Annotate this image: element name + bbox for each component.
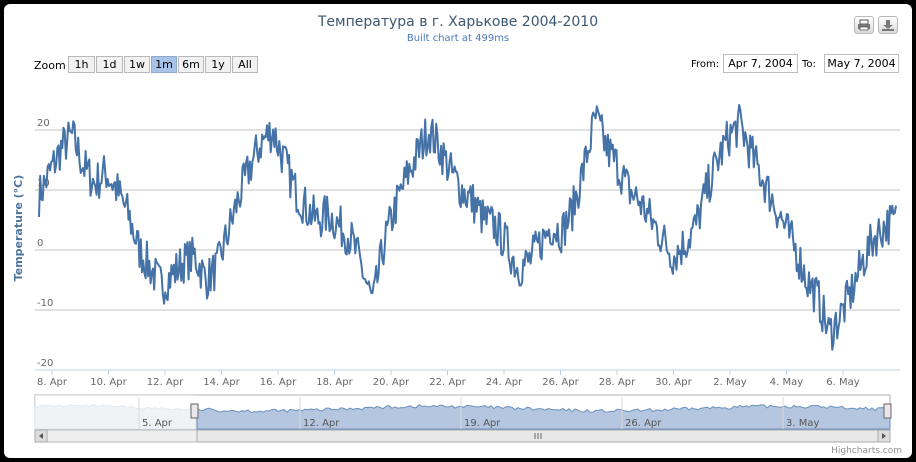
navigator[interactable]: 5. Apr 12. Apr 19. Apr 26. Apr 3. May — [34, 394, 892, 430]
download-icon — [882, 20, 894, 31]
x-tick-label: 6. May — [826, 377, 859, 388]
navigator-selected-area — [196, 404, 891, 430]
x-tick-label: 24. Apr — [486, 377, 523, 388]
navigator-tick-label: 12. Apr — [303, 418, 340, 429]
x-tick-label: 16. Apr — [260, 377, 297, 388]
chart-subtitle: Built chart at 499ms — [406, 33, 510, 44]
x-tick-label: 14. Apr — [203, 377, 240, 388]
print-button[interactable] — [854, 16, 874, 34]
navigator-x-ticks: 5. Apr 12. Apr 19. Apr 26. Apr 3. May — [138, 397, 819, 429]
navigator-tick-label: 3. May — [786, 418, 819, 429]
y-tick-label: 0 — [37, 238, 43, 249]
zoom-1h-button[interactable]: 1h — [68, 56, 95, 73]
range-to-label: To: — [802, 59, 816, 70]
zoom-1d-button[interactable]: 1d — [96, 56, 123, 73]
x-tick-label: 26. Apr — [542, 377, 579, 388]
range-from-input[interactable]: Apr 7, 2004 — [723, 54, 798, 73]
x-tick-label: 30. Apr — [655, 377, 692, 388]
zoom-1y-button[interactable]: 1y — [205, 56, 231, 73]
navigator-handle-left[interactable] — [190, 403, 199, 419]
credits-link[interactable]: Highcharts.com — [831, 446, 902, 456]
x-axis-ticks: 8. Apr 10. Apr 12. Apr 14. Apr 16. Apr 18. Ap… — [37, 370, 860, 388]
x-tick-label: 4. May — [770, 377, 803, 388]
navigator-handle-right[interactable] — [883, 403, 892, 419]
print-icon — [858, 19, 870, 31]
zoom-label: Zoom — [34, 59, 66, 72]
download-button[interactable] — [878, 16, 898, 34]
x-tick-label: 12. Apr — [147, 377, 184, 388]
x-tick-label: 10. Apr — [90, 377, 127, 388]
navigator-tick-label: 26. Apr — [625, 418, 662, 429]
x-tick-label: 20. Apr — [373, 377, 410, 388]
chart-container: Температура в г. Харькове 2004-2010 Buil… — [4, 4, 912, 458]
x-tick-label: 22. Apr — [429, 377, 466, 388]
y-tick-label: -20 — [37, 358, 53, 369]
navigator-tick-label: 19. Apr — [464, 418, 501, 429]
x-tick-label: 18. Apr — [316, 377, 353, 388]
scrollbar[interactable] — [34, 429, 891, 443]
x-tick-label: 2. May — [713, 377, 746, 388]
zoom-1w-button[interactable]: 1w — [124, 56, 150, 73]
zoom-all-button[interactable]: All — [232, 56, 258, 73]
y-axis-title: Temperature (°C) — [12, 175, 25, 282]
chart-title: Температура в г. Харькове 2004-2010 — [317, 14, 599, 30]
x-tick-label: 8. Apr — [37, 377, 68, 388]
zoom-6m-button[interactable]: 6m — [178, 56, 204, 73]
y-grid — [35, 129, 900, 371]
x-tick-label: 28. Apr — [599, 377, 636, 388]
y-tick-label: -10 — [37, 298, 53, 309]
y-tick-label: 20 — [37, 118, 50, 129]
navigator-dim-area — [34, 403, 198, 430]
zoom-1m-button[interactable]: 1m — [151, 56, 177, 73]
temperature-series-line — [38, 104, 897, 351]
navigator-tick-label: 5. Apr — [142, 418, 173, 429]
range-from-label: From: — [691, 59, 720, 70]
range-to-input[interactable]: May 7, 2004 — [824, 54, 899, 73]
